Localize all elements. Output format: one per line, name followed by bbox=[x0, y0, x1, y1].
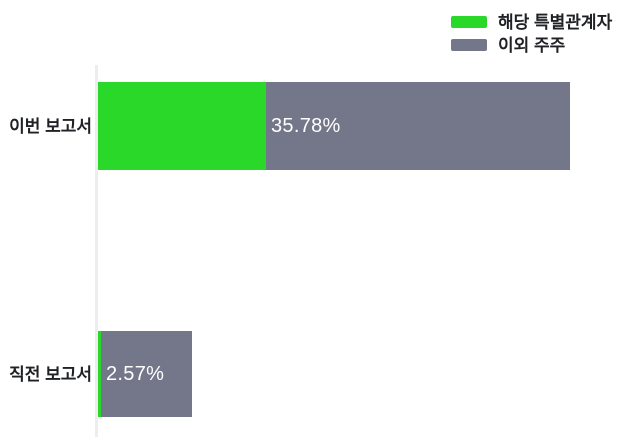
bar-segment-green bbox=[98, 82, 266, 170]
legend-item-special-related: 해당 특별관계자 bbox=[451, 11, 612, 33]
legend-label-other-shareholders: 이외 주주 bbox=[498, 35, 566, 55]
legend-swatch-gray-icon bbox=[451, 39, 487, 51]
legend-label-special-related: 해당 특별관계자 bbox=[498, 12, 613, 32]
value-label-current-report: 35.78% bbox=[271, 115, 341, 137]
category-label-previous-report: 직전 보고서 bbox=[9, 364, 92, 384]
bar-row-previous-report: 직전 보고서 2.57% bbox=[9, 331, 192, 417]
bar-segment-gray: 35.78% bbox=[266, 82, 570, 170]
legend-item-other-shareholders: 이외 주주 bbox=[451, 34, 612, 56]
bar-row-current-report: 이번 보고서 35.78% bbox=[9, 82, 570, 170]
category-label-current-report: 이번 보고서 bbox=[9, 116, 92, 136]
y-axis-line bbox=[95, 65, 98, 437]
legend: 해당 특별관계자 이외 주주 bbox=[451, 11, 612, 56]
value-label-previous-report: 2.57% bbox=[106, 363, 165, 385]
legend-swatch-green-icon bbox=[451, 16, 487, 28]
bar-segment-green bbox=[98, 331, 101, 417]
bar-segment-gray: 2.57% bbox=[101, 331, 192, 417]
